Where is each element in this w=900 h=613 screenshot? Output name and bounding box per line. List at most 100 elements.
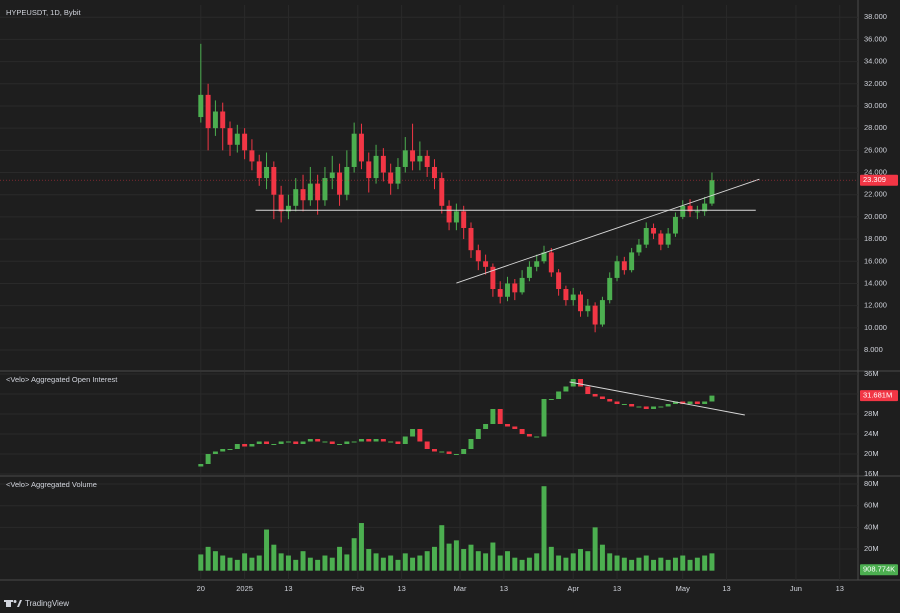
candle-body xyxy=(300,189,306,201)
candle-body xyxy=(388,441,394,443)
y-tick-label: 60M xyxy=(864,501,879,510)
y-tick-label: 16.000 xyxy=(864,256,887,265)
last-value-label: 908.774K xyxy=(863,565,895,574)
trendline xyxy=(456,178,760,284)
candle-body xyxy=(519,429,525,434)
volume-bar xyxy=(410,557,416,571)
y-tick-label: 30.000 xyxy=(864,101,887,110)
pane-title: HYPEUSDT, 1D, Bybit xyxy=(6,8,82,17)
candle-body xyxy=(702,203,708,212)
y-tick-label: 24M xyxy=(864,429,879,438)
candle-body xyxy=(629,404,635,407)
candle-body xyxy=(410,429,416,437)
candle-body xyxy=(249,150,255,162)
candle-body xyxy=(629,252,635,271)
x-tick-label: Mar xyxy=(454,584,467,593)
x-tick-label: 13 xyxy=(397,584,405,593)
candle-body xyxy=(410,150,416,162)
candle-body xyxy=(402,150,408,167)
x-tick-label: 13 xyxy=(284,584,292,593)
candle-body xyxy=(344,441,350,444)
candle-body xyxy=(563,289,569,301)
candle-body xyxy=(563,386,569,392)
candle-body xyxy=(205,454,211,464)
y-tick-label: 32.000 xyxy=(864,79,887,88)
candle-body xyxy=(373,155,379,179)
y-tick-label: 28.000 xyxy=(864,123,887,132)
volume-bar xyxy=(278,553,284,571)
y-tick-label: 20.000 xyxy=(864,212,887,221)
volume-bar xyxy=(570,553,576,571)
candle-body xyxy=(271,444,277,445)
volume-bar xyxy=(431,546,437,571)
last-value-label: 23.309 xyxy=(863,175,886,184)
x-tick-label: 13 xyxy=(500,584,508,593)
brand-name: TradingView xyxy=(25,599,69,608)
candle-body xyxy=(658,406,664,408)
last-value-label: 31.681M xyxy=(863,391,892,400)
volume-bar xyxy=(249,557,255,571)
volume-bar xyxy=(505,551,510,571)
candle-body xyxy=(519,277,525,293)
volume-bar xyxy=(358,523,364,571)
candle-body xyxy=(497,289,503,297)
candle-body xyxy=(475,250,481,262)
volume-bar xyxy=(680,555,686,571)
volume-bar xyxy=(519,559,525,571)
y-tick-label: 26.000 xyxy=(864,145,887,154)
volume-bar xyxy=(651,559,657,571)
candle-body xyxy=(424,441,430,449)
candle-body xyxy=(512,283,518,293)
candle-body xyxy=(556,391,562,399)
candle-body xyxy=(541,252,547,262)
candle-body xyxy=(505,424,510,427)
candle-body xyxy=(709,395,715,402)
volume-bar xyxy=(548,546,554,571)
candle-body xyxy=(366,439,372,442)
volume-bar xyxy=(417,555,423,571)
candle-body xyxy=(402,436,408,444)
volume-bar xyxy=(461,549,467,571)
volume-bar xyxy=(322,555,328,571)
volume-bar xyxy=(264,529,270,571)
candle-body xyxy=(592,305,598,325)
volume-bar xyxy=(490,542,496,571)
volume-bar xyxy=(453,540,459,571)
volume-bar xyxy=(512,557,518,571)
candle-body xyxy=(205,94,211,129)
volume-bar xyxy=(614,555,620,571)
volume-bar xyxy=(629,559,635,571)
y-tick-label: 40M xyxy=(864,522,879,531)
volume-bar xyxy=(271,544,277,571)
candle-body xyxy=(621,261,627,271)
candle-body xyxy=(614,401,620,404)
candle-body xyxy=(271,166,277,195)
candle-body xyxy=(264,166,270,179)
candle-body xyxy=(599,396,605,399)
candle-body xyxy=(417,429,423,442)
candle-body xyxy=(293,189,299,206)
candle-body xyxy=(643,406,649,409)
volume-bar xyxy=(234,559,240,571)
volume-bar xyxy=(220,555,226,571)
candle-body xyxy=(468,439,474,449)
candle-body xyxy=(315,183,321,201)
volume-bar xyxy=(424,551,430,571)
volume-bar xyxy=(672,557,678,571)
candle-body xyxy=(556,272,562,290)
candle-body xyxy=(322,178,328,201)
candle-body xyxy=(461,211,467,228)
y-tick-label: 16M xyxy=(864,469,879,478)
candle-body xyxy=(461,449,467,454)
pane-title: <Velo> Aggregated Open Interest xyxy=(6,375,118,384)
candle-body xyxy=(227,128,233,145)
volume-bar xyxy=(694,557,700,571)
volume-bar xyxy=(242,553,248,571)
candle-body xyxy=(329,441,335,444)
candle-body xyxy=(293,441,299,444)
x-tick-label: Jun xyxy=(790,584,802,593)
candle-body xyxy=(541,399,547,437)
candle-body xyxy=(453,454,459,455)
candle-body xyxy=(424,155,430,167)
